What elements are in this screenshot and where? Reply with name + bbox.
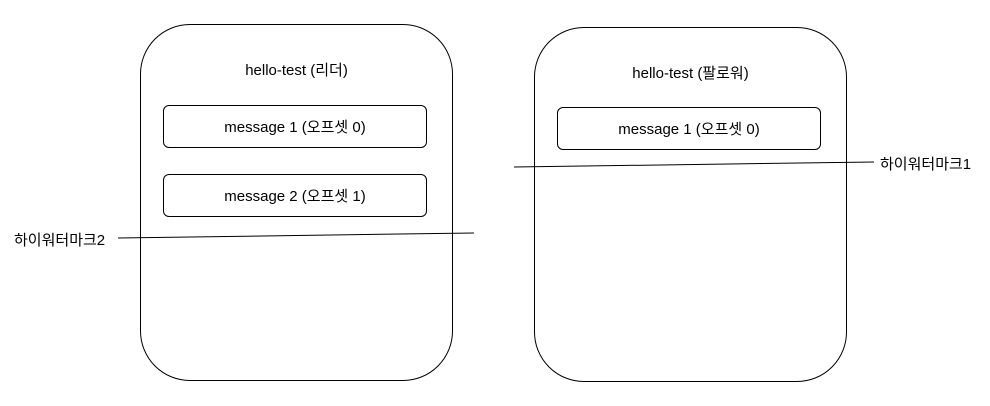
high-watermark-1-label: 하이워터마크1 (880, 156, 972, 173)
leader-partition-title: hello-test (리더) (245, 62, 348, 79)
leader-message-2: message 2 (오프셋 1) (163, 174, 427, 217)
follower-partition-title: hello-test (팔로워) (632, 65, 749, 82)
follower-partition: hello-test (팔로워) (534, 27, 847, 382)
leader-message-1: message 1 (오프셋 0) (163, 105, 427, 148)
high-watermark-2-label: 하이워터마크2 (14, 232, 106, 249)
follower-message-1: message 1 (오프셋 0) (557, 107, 821, 150)
